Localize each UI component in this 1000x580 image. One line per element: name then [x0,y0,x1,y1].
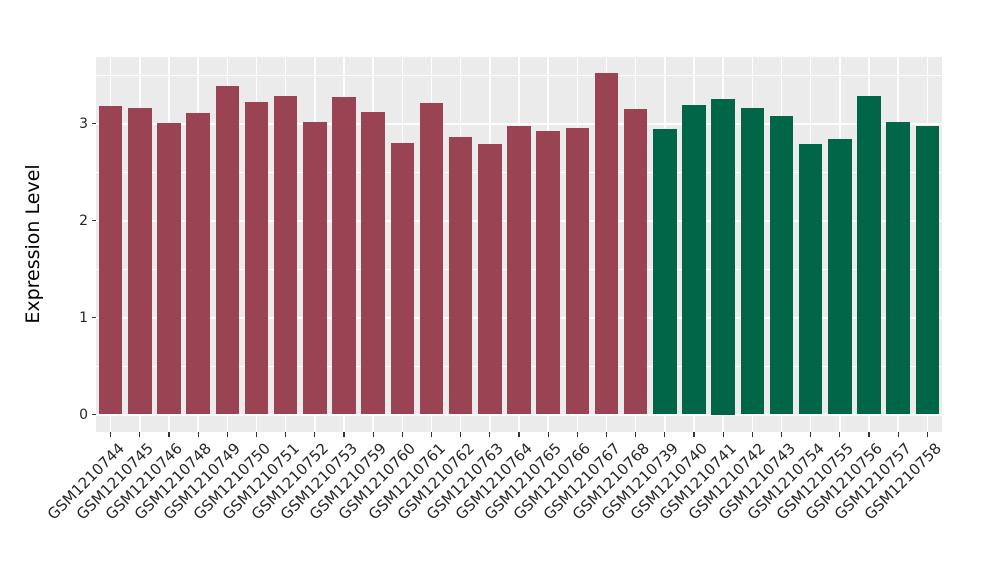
bar [215,85,240,415]
y-tick-label: 2 [79,212,88,229]
bar [303,121,327,415]
bar [390,142,415,415]
y-tick [91,316,96,319]
bar [594,73,619,415]
x-tick [372,432,374,437]
x-tick [693,432,695,437]
bar [361,111,385,415]
x-tick [285,432,287,437]
x-tick [897,432,899,437]
y-tick [91,413,96,416]
bar [507,126,531,415]
y-tick-label: 0 [79,406,88,423]
x-tick [664,432,666,437]
x-tick [401,432,403,437]
bar [128,107,152,415]
x-tick [168,432,170,437]
x-tick [460,432,462,437]
bar [653,129,677,415]
bar [623,108,648,415]
x-tick [518,432,520,437]
y-tick [91,219,96,222]
bar [798,143,823,415]
bar [915,126,940,415]
x-tick [139,432,141,437]
x-tick [839,432,841,437]
x-tick [751,432,753,437]
bar [98,106,123,415]
y-tick [91,122,96,125]
bar [157,122,181,415]
x-tick [109,432,112,437]
x-tick [547,432,549,437]
x-tick [605,432,608,437]
bar [244,102,269,415]
bar [332,97,356,415]
x-tick [576,432,578,437]
bar [448,137,473,415]
bar [740,107,765,415]
x-tick [314,432,316,437]
x-tick [489,432,491,437]
x-tick [780,432,783,437]
bar [565,128,590,415]
x-tick [226,432,228,437]
x-tick [255,432,258,437]
bar [419,103,444,415]
x-tick [926,432,928,437]
y-axis-title: Expression Level [22,164,44,324]
bar [857,96,881,415]
bar [769,115,794,415]
bar [536,131,560,415]
x-tick [635,432,637,437]
x-tick [722,432,724,437]
x-tick [810,432,812,437]
plot-panel [96,57,942,432]
bar [273,96,298,415]
x-tick [197,432,199,437]
bar [828,139,852,415]
y-tick-label: 3 [79,115,88,132]
bar [711,99,735,415]
bar [186,112,210,415]
x-tick [868,432,870,437]
bar [886,121,910,415]
x-tick [343,432,345,437]
y-tick-label: 1 [79,309,88,326]
x-tick [430,432,433,437]
bar [682,105,706,415]
bar [478,143,502,415]
